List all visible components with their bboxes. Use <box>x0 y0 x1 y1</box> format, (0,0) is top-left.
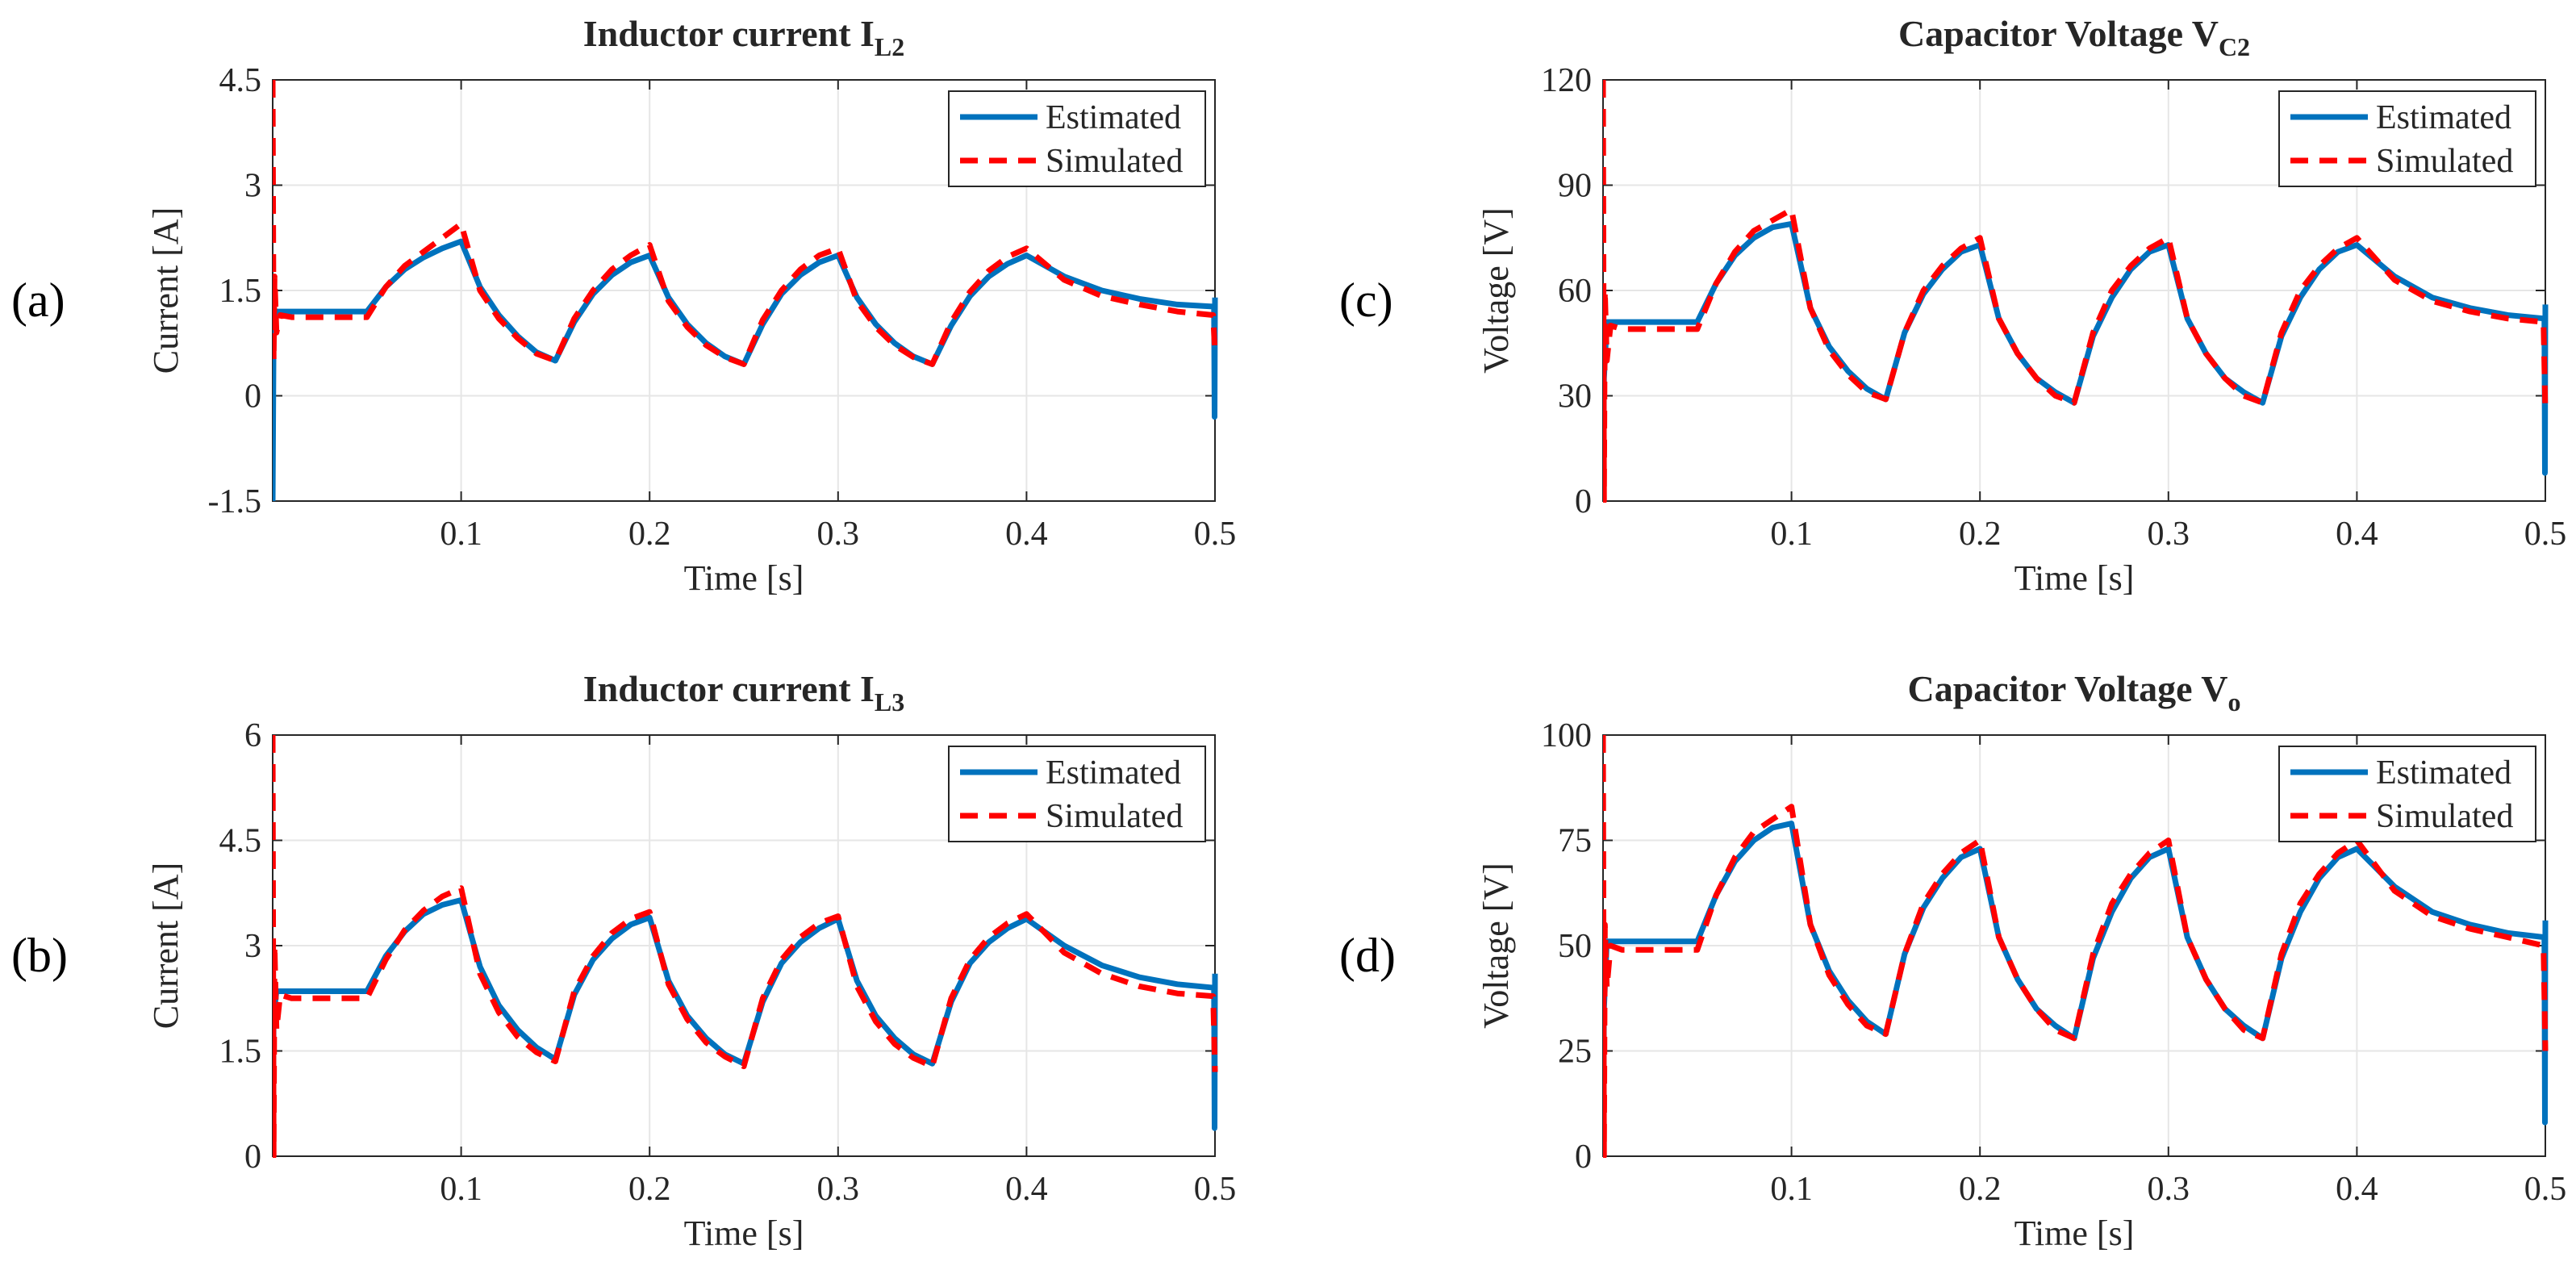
chart-title-subscript: o <box>2227 687 2240 716</box>
series-line-estimated <box>273 897 1218 1150</box>
chart-title: Inductor current IL2 <box>583 13 905 61</box>
x-tick-label: 0.3 <box>817 516 860 553</box>
legend-box <box>2278 746 2536 842</box>
x-tick-label: 0.1 <box>440 1171 482 1208</box>
y-tick-label: 4.5 <box>219 823 262 860</box>
legend-label: Estimated <box>2376 99 2511 136</box>
x-tick-label: 0.3 <box>2148 516 2190 553</box>
x-tick-label: 0.1 <box>1770 516 1813 553</box>
x-tick-label: 0.5 <box>1194 516 1237 553</box>
y-tick-label: 25 <box>1558 1034 1592 1071</box>
chart-title-subscript: L2 <box>875 32 904 61</box>
chart-title-main: Inductor current I <box>583 668 875 709</box>
x-tick-label: 0.3 <box>2148 1171 2190 1208</box>
x-axis-label: Time [s] <box>2014 558 2135 598</box>
chart-title-main: Capacitor Voltage V <box>1898 13 2219 54</box>
y-tick-label: 60 <box>1558 273 1592 310</box>
legend-box <box>948 746 1206 842</box>
y-tick-label: 50 <box>1558 928 1592 965</box>
x-axis-label: Time [s] <box>2014 1214 2135 1253</box>
series-line-simulated <box>273 734 1218 1158</box>
y-tick-label: 3 <box>244 928 261 965</box>
x-axis-label: Time [s] <box>684 558 804 598</box>
chart-title: Inductor current IL3 <box>583 668 905 716</box>
legend: Estimated Simulated <box>948 746 1206 842</box>
x-tick-label: 0.5 <box>2524 516 2567 553</box>
chart-panel-0: 0.1 0.2 0.3 0.4 0.5 -1.5 0 1.5 3 4.5 Time [s] Curre… <box>146 13 1236 598</box>
x-tick-label: 0.4 <box>1005 516 1048 553</box>
chart-panel-3: 0.1 0.2 0.3 0.4 0.5 0 25 50 75 100 Time [s] Voltage… <box>1476 668 2566 1253</box>
chart-title-subscript: C2 <box>2219 32 2250 61</box>
chart-title-main: Capacitor Voltage V <box>1908 668 2228 709</box>
y-tick-label: 0 <box>244 1138 261 1176</box>
y-tick-label: 3 <box>244 168 261 205</box>
chart-title-subscript: L3 <box>875 687 904 716</box>
x-tick-label: 0.4 <box>2336 516 2378 553</box>
chart-panel-1: 0.1 0.2 0.3 0.4 0.5 0 1.5 3 4.5 6 Time [s] Current … <box>146 668 1236 1253</box>
legend-box <box>2278 90 2536 187</box>
chart-title-main: Inductor current I <box>583 13 875 54</box>
legend-label: Estimated <box>2376 754 2511 792</box>
y-tick-label: 1.5 <box>219 1034 262 1071</box>
y-axis-label: Voltage [V] <box>1476 863 1516 1029</box>
series-line-estimated <box>1603 220 2549 502</box>
y-tick-label: 0 <box>244 378 261 416</box>
y-axis-label: Current [A] <box>146 207 186 374</box>
legend: Estimated Simulated <box>948 90 1206 187</box>
y-tick-label: 0 <box>1575 1138 1592 1176</box>
legend: Estimated Simulated <box>2278 746 2536 842</box>
x-tick-label: 0.1 <box>1770 1171 1813 1208</box>
x-tick-label: 0.4 <box>2336 1171 2378 1208</box>
legend-label: Simulated <box>1046 798 1183 835</box>
y-tick-label: 100 <box>1541 717 1592 754</box>
legend-box <box>948 90 1206 187</box>
x-tick-label: 0.5 <box>1194 1171 1237 1208</box>
y-tick-label: 4.5 <box>219 62 262 99</box>
chart-panel-2: 0.1 0.2 0.3 0.4 0.5 0 30 60 90 120 Time [s] Voltage… <box>1476 13 2566 598</box>
y-tick-label: 6 <box>244 717 261 754</box>
chart-title: Capacitor Voltage VC2 <box>1898 13 2250 61</box>
y-tick-label: 90 <box>1558 168 1592 205</box>
x-axis-label: Time [s] <box>684 1214 804 1253</box>
series-line-simulated <box>273 79 1218 367</box>
legend-label: Estimated <box>1046 754 1181 792</box>
y-axis-label: Voltage [V] <box>1476 207 1516 374</box>
y-tick-label: 30 <box>1558 378 1592 416</box>
y-axis-label: Current [A] <box>146 863 186 1030</box>
panel-label-b: (b) <box>11 929 68 982</box>
x-tick-label: 0.1 <box>440 516 482 553</box>
series-line-simulated <box>1603 734 2549 1158</box>
x-tick-label: 0.2 <box>628 516 671 553</box>
y-tick-label: -1.5 <box>208 483 262 520</box>
x-tick-label: 0.4 <box>1005 1171 1048 1208</box>
x-tick-label: 0.2 <box>628 1171 671 1208</box>
panel-label-c: (c) <box>1339 274 1393 327</box>
legend: Estimated Simulated <box>2278 90 2536 187</box>
x-tick-label: 0.2 <box>1959 516 2002 553</box>
legend-label: Simulated <box>1046 143 1183 180</box>
x-tick-label: 0.5 <box>2524 1171 2567 1208</box>
legend-label: Simulated <box>2376 798 2513 835</box>
y-tick-label: 0 <box>1575 483 1592 520</box>
y-tick-label: 1.5 <box>219 273 262 310</box>
x-tick-label: 0.2 <box>1959 1171 2002 1208</box>
panel-label-a: (a) <box>11 274 65 327</box>
y-tick-label: 120 <box>1541 62 1592 99</box>
panel-label-d: (d) <box>1339 929 1396 982</box>
x-tick-label: 0.3 <box>817 1171 860 1208</box>
y-tick-label: 75 <box>1558 823 1592 860</box>
chart-title: Capacitor Voltage Vo <box>1908 668 2241 716</box>
legend-label: Simulated <box>2376 143 2513 180</box>
legend-label: Estimated <box>1046 99 1181 136</box>
series-line-simulated <box>1603 79 2549 503</box>
